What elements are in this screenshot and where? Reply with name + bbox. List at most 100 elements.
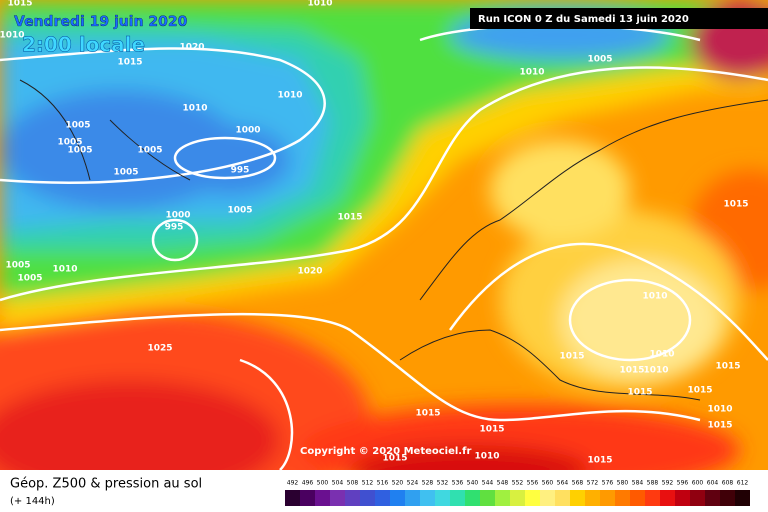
isobar-label: 1010 (707, 405, 732, 415)
scale-label: 592 (662, 480, 674, 487)
isobar-label: 1005 (67, 146, 92, 156)
isobar-label: 1005 (137, 146, 162, 156)
scale-label: 560 (542, 480, 554, 487)
scale-swatch (495, 490, 510, 506)
isobar-label: 1015 (7, 0, 32, 9)
footer-title: Géop. Z500 & pression au sol (10, 477, 202, 492)
scale-label: 612 (737, 480, 749, 487)
isobar-label: 995 (231, 166, 250, 176)
isobar-label: 1005 (587, 55, 612, 65)
scale-swatch (660, 490, 675, 506)
scale-label: 508 (347, 480, 359, 487)
color-scale: 492 496 500 504 508 512 516 520 524 528 532 536 540 5… (285, 480, 750, 506)
scale-swatch (735, 490, 750, 506)
isobar-label: 1015 (587, 456, 612, 466)
scale-label: 552 (512, 480, 524, 487)
scale-label: 556 (527, 480, 539, 487)
isobar-label: 1010 (474, 452, 499, 462)
isobar-label: 1000 (235, 126, 260, 136)
isobar-label: 1010 (52, 265, 77, 275)
scale-swatch (525, 490, 540, 506)
scale-swatch (405, 490, 420, 506)
isobar-label: 1015 (117, 58, 142, 68)
run-box (470, 8, 768, 29)
isobar-label: 1025 (147, 344, 172, 354)
scale-swatch (510, 490, 525, 506)
scale-swatch (630, 490, 645, 506)
scale-label: 576 (602, 480, 614, 487)
scale-swatch (675, 490, 690, 506)
scale-label: 588 (647, 480, 659, 487)
scale-swatch (375, 490, 390, 506)
isobar-label: 1005 (57, 138, 82, 148)
scale-label: 600 (692, 480, 704, 487)
scale-swatch (540, 490, 555, 506)
isobar-label: 1015 (337, 213, 362, 223)
isobar-label: 1005 (113, 168, 138, 178)
isobar-label: 1010 (519, 68, 544, 78)
scale-swatch (585, 490, 600, 506)
scale-swatch (390, 490, 405, 506)
isobar-label: 1015 (559, 352, 584, 362)
scale-swatch (360, 490, 375, 506)
scale-label: 564 (557, 480, 569, 487)
footer-lead: (+ 144h) (10, 496, 55, 507)
scale-label: 540 (467, 480, 479, 487)
isobar-label: 1015 (723, 200, 748, 210)
isobar-label: 1005 (227, 206, 252, 216)
scale-swatch (450, 490, 465, 506)
isobar-label: 1020 (297, 267, 322, 277)
scale-label: 544 (482, 480, 494, 487)
scale-label: 528 (422, 480, 434, 487)
scale-swatch (705, 490, 720, 506)
scale-swatch (645, 490, 660, 506)
scale-swatch (420, 490, 435, 506)
isobar-labels: 1015 101010101020101510101010100510101000… (0, 0, 749, 466)
isobar-label: 1010 (0, 31, 25, 41)
scale-label: 512 (362, 480, 374, 487)
isobar-label: 1015 (619, 366, 644, 376)
scale-label: 584 (632, 480, 644, 487)
scale-swatch (690, 490, 705, 506)
scale-label: 520 (392, 480, 404, 487)
scale-label: 572 (587, 480, 599, 487)
forecast-time: 2:00 locale (22, 33, 145, 57)
copyright: Copyright © 2020 Meteociel.fr (300, 446, 471, 457)
scale-label: 496 (302, 480, 314, 487)
isobar-label: 1010 (642, 292, 667, 302)
scale-swatch (465, 490, 480, 506)
scale-label: 608 (722, 480, 734, 487)
scale-label: 596 (677, 480, 689, 487)
scale-swatch (480, 490, 495, 506)
scale-label: 516 (377, 480, 389, 487)
scale-label: 604 (707, 480, 719, 487)
scale-label: 580 (617, 480, 629, 487)
isobar-label: 1010 (307, 0, 332, 9)
scale-label: 524 (407, 480, 419, 487)
scale-swatch (570, 490, 585, 506)
forecast-date: Vendredi 19 juin 2020 (14, 14, 188, 30)
isobar-label: 1010 (643, 366, 668, 376)
isobar-label: 1010 (182, 104, 207, 114)
scale-label: 536 (452, 480, 464, 487)
isobar-label: 1015 (715, 362, 740, 372)
scale-label: 532 (437, 480, 449, 487)
scale-label: 504 (332, 480, 344, 487)
scale-swatch (300, 490, 315, 506)
isobar-label: 1010 (277, 91, 302, 101)
scale-swatch (435, 490, 450, 506)
scale-swatch (555, 490, 570, 506)
scale-swatch (285, 490, 300, 506)
scale-swatch (330, 490, 345, 506)
coastlines (19, 79, 768, 401)
run-info: Run ICON 0 Z du Samedi 13 juin 2020 (478, 14, 689, 25)
isobar-label: 1015 (707, 421, 732, 431)
scale-label: 548 (497, 480, 509, 487)
isobar-label: 1005 (17, 274, 42, 284)
scale-swatch (720, 490, 735, 506)
isobar-label: 1015 (382, 454, 407, 464)
isobar-label: 1015 (415, 409, 440, 419)
isobar-label: 1000 (165, 211, 190, 221)
scale-swatch (315, 490, 330, 506)
